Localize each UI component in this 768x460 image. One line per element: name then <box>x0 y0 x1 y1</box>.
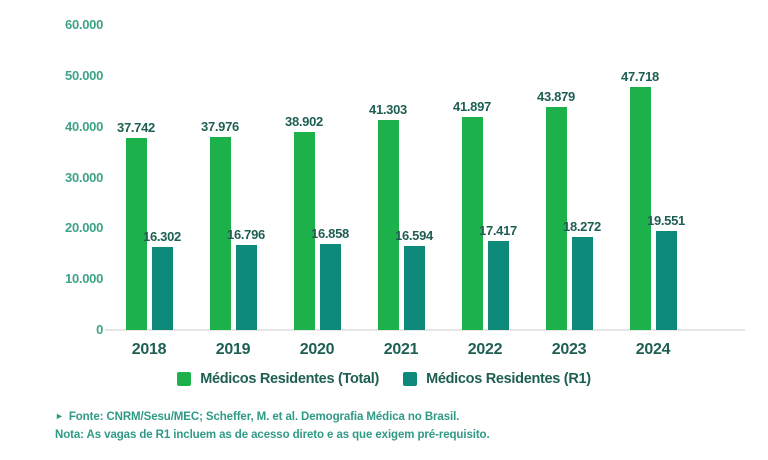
bar-r1-2019 <box>235 245 257 330</box>
bar-value-label: 16.594 <box>395 228 433 243</box>
legend-item-r1: Médicos Residentes (R1) <box>403 371 591 387</box>
bar-value-label: 16.796 <box>227 227 265 242</box>
bar-group-2022: 41.897 17.417 <box>443 25 527 330</box>
bar-r1-2021 <box>403 246 425 330</box>
pointer-icon: ► <box>55 411 64 421</box>
bar-total-2024 <box>629 87 651 330</box>
bar-wrap: 37.742 <box>117 120 155 330</box>
source-note-text: Fonte: CNRM/Sesu/MEC; Scheffer, M. et al… <box>68 411 460 423</box>
bar-value-label: 16.302 <box>143 229 181 244</box>
bar-value-label: 37.742 <box>117 120 155 135</box>
y-axis-tick: 40.000 <box>65 118 103 134</box>
bar-r1-2023 <box>571 237 593 330</box>
bar-value-label: 17.417 <box>479 223 517 238</box>
bar-wrap: 19.551 <box>647 213 685 330</box>
legend-item-total: Médicos Residentes (Total) <box>177 371 379 387</box>
bar-wrap: 38.902 <box>285 114 323 330</box>
x-axis: 2018 2019 2020 2021 2022 2023 2024 <box>107 341 695 359</box>
bar-group-2019: 37.976 16.796 <box>191 25 275 330</box>
bar-wrap: 16.302 <box>143 229 181 330</box>
legend-swatch-r1 <box>403 372 418 386</box>
y-axis-tick: 10.000 <box>65 271 103 287</box>
bar-value-label: 18.272 <box>563 219 601 234</box>
bar-value-label: 16.858 <box>311 226 349 241</box>
bar-value-label: 37.976 <box>201 119 239 134</box>
x-axis-label-2021: 2021 <box>383 341 419 358</box>
bar-value-label: 47.718 <box>621 69 659 84</box>
bar-total-2023 <box>545 107 567 330</box>
source-note: ► Fonte: CNRM/Sesu/MEC; Scheffer, M. et a… <box>55 407 490 426</box>
x-axis-label-2020: 2020 <box>299 341 335 358</box>
bar-value-label: 41.897 <box>453 99 491 114</box>
y-axis-tick: 0 <box>96 322 103 337</box>
bar-r1-2018 <box>151 247 173 330</box>
bar-group-2024: 47.718 19.551 <box>611 25 695 330</box>
bar-total-2018 <box>125 138 147 330</box>
x-axis-label-2018: 2018 <box>131 341 167 358</box>
bar-r1-2020 <box>319 244 341 330</box>
bar-r1-2024 <box>655 231 677 330</box>
bar-value-label: 19.551 <box>647 213 685 228</box>
y-axis-tick: 50.000 <box>65 67 103 83</box>
legend-label-total: Médicos Residentes (Total) <box>200 371 380 387</box>
bar-wrap: 47.718 <box>621 69 659 330</box>
y-axis-tick: 30.000 <box>65 169 103 185</box>
legend-swatch-total <box>177 372 192 386</box>
legend: Médicos Residentes (Total) Médicos Resid… <box>0 371 768 387</box>
footnote-text: Nota: As vagas de R1 incluem as de acess… <box>55 429 490 441</box>
x-axis-label-2023: 2023 <box>551 341 587 358</box>
footer-notes: ► Fonte: CNRM/Sesu/MEC; Scheffer, M. et a… <box>55 407 490 445</box>
bar-total-2021 <box>377 120 399 330</box>
bar-total-2019 <box>209 137 231 330</box>
bar-group-2023: 43.879 18.272 <box>527 25 611 330</box>
bar-wrap: 43.879 <box>537 89 575 330</box>
bar-wrap: 18.272 <box>563 219 601 330</box>
x-axis-label-2022: 2022 <box>467 341 503 358</box>
bar-wrap: 37.976 <box>201 119 239 330</box>
bar-wrap: 41.303 <box>369 102 407 330</box>
footnote: Nota: As vagas de R1 incluem as de acess… <box>55 426 490 445</box>
plot-area: 37.742 16.302 37.976 16.796 38.902 16.858 41.3… <box>107 25 695 330</box>
bar-wrap: 16.796 <box>227 227 265 330</box>
bar-wrap: 17.417 <box>479 223 517 330</box>
bar-group-2021: 41.303 16.594 <box>359 25 443 330</box>
bar-value-label: 38.902 <box>285 114 323 129</box>
bar-wrap: 16.858 <box>311 226 349 330</box>
x-axis-label-2019: 2019 <box>215 341 251 358</box>
bar-group-2020: 38.902 16.858 <box>275 25 359 330</box>
bar-group-2018: 37.742 16.302 <box>107 25 191 330</box>
bar-total-2020 <box>293 132 315 330</box>
bar-total-2022 <box>461 117 483 330</box>
bar-wrap: 16.594 <box>395 228 433 330</box>
y-axis-tick: 20.000 <box>65 220 103 236</box>
y-axis-tick: 60.000 <box>65 17 103 32</box>
bar-value-label: 43.879 <box>537 89 575 104</box>
legend-label-r1: Médicos Residentes (R1) <box>426 371 591 387</box>
bar-value-label: 41.303 <box>369 102 407 117</box>
bar-wrap: 41.897 <box>453 99 491 330</box>
x-axis-line <box>105 329 745 331</box>
x-axis-label-2024: 2024 <box>635 341 671 358</box>
bar-r1-2022 <box>487 241 509 330</box>
